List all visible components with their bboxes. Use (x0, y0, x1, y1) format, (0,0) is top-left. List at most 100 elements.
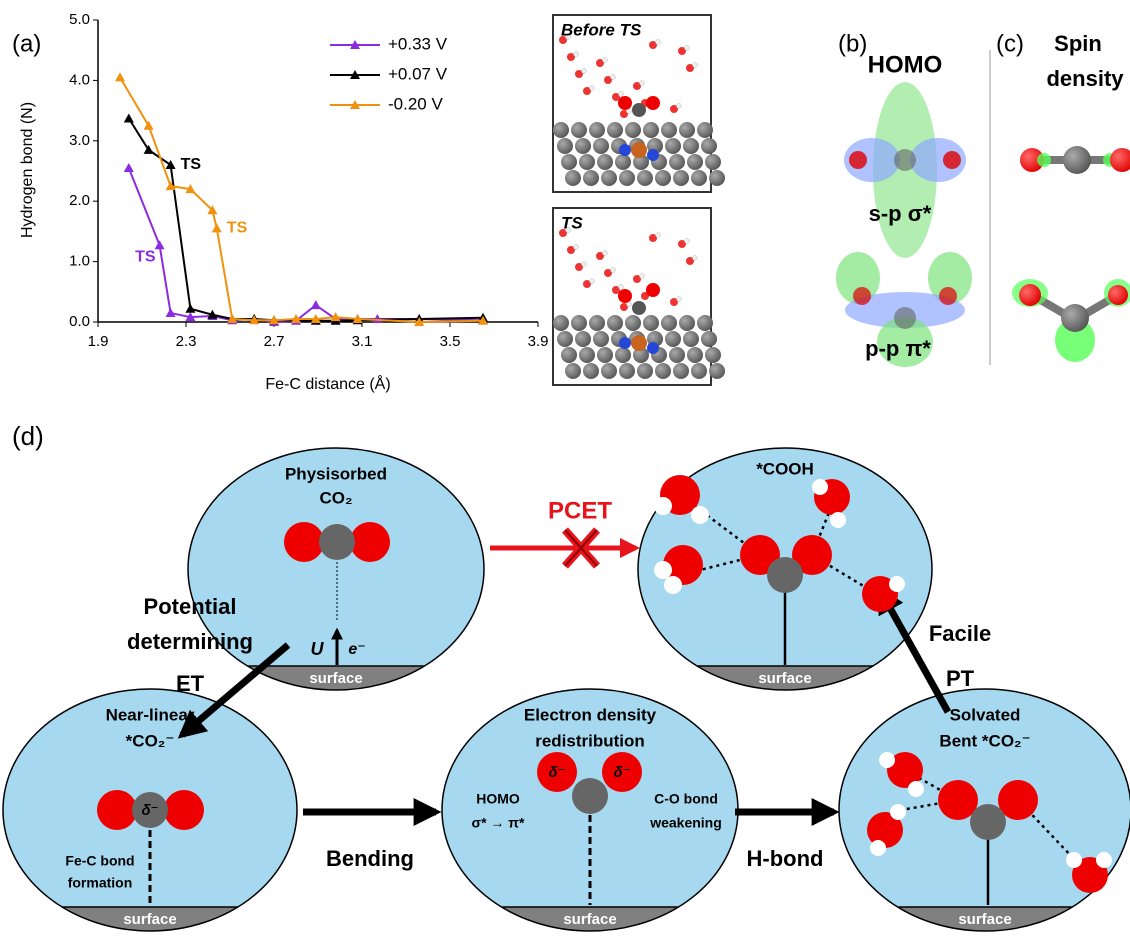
atom (1108, 285, 1128, 305)
carbon (601, 363, 617, 379)
carbon (655, 363, 671, 379)
atom (164, 790, 204, 830)
atom (767, 557, 803, 593)
c-atom (632, 103, 646, 117)
step-label: ET (176, 671, 205, 696)
carbon (561, 154, 577, 170)
carbon (673, 363, 689, 379)
carbon (565, 363, 581, 379)
state-title: Solvated (950, 705, 1021, 724)
pcet-label: PCET (548, 497, 612, 524)
fe-atom (631, 142, 647, 158)
x-tick-label: 3.5 (440, 333, 461, 350)
carbon (683, 138, 699, 154)
carbon (607, 122, 623, 138)
carbon (661, 122, 677, 138)
spin-title: Spin (1054, 31, 1102, 56)
point (166, 160, 176, 169)
water-h (611, 75, 616, 80)
x-axis-title: Fe-C distance (Å) (265, 374, 390, 393)
water-h (611, 268, 616, 273)
step-label: Bending (326, 846, 414, 871)
atom (812, 479, 828, 495)
panel-label: (b) (838, 30, 867, 57)
label: U (311, 639, 325, 659)
carbon (697, 122, 713, 138)
homo-title: HOMO (868, 51, 943, 78)
surface-label: surface (123, 911, 176, 928)
surface-label: surface (758, 670, 811, 687)
point (115, 72, 125, 81)
md-snapshots: Before TS TS (553, 15, 725, 385)
atom (572, 778, 608, 814)
annotation: TS (227, 220, 248, 237)
label: e⁻ (348, 641, 365, 658)
atom (970, 804, 1006, 840)
carbon (615, 154, 631, 170)
note: weakening (649, 815, 722, 831)
atom (890, 804, 906, 820)
carbon (709, 170, 725, 186)
note: HOMO (476, 791, 520, 807)
snapshot-frame (553, 15, 711, 192)
state-title: CO₂ (319, 488, 352, 507)
carbon (589, 315, 605, 331)
carbon (583, 170, 599, 186)
water-h (656, 233, 661, 238)
water-h (656, 40, 661, 45)
y-tick-label: 0.0 (69, 313, 90, 330)
x-tick-label: 1.9 (88, 333, 109, 350)
water-h (590, 86, 595, 91)
x-tick-label: 3.1 (352, 333, 373, 350)
carbon (593, 138, 609, 154)
carbon (557, 138, 573, 154)
water-h (603, 251, 608, 256)
atom (889, 576, 905, 592)
water-h (685, 46, 690, 51)
carbon (679, 122, 695, 138)
annotation: TS (135, 249, 156, 266)
state-title: redistribution (535, 731, 645, 750)
snapshot-label: TS (561, 213, 583, 232)
legend-label: +0.07 V (388, 64, 448, 83)
atom (1061, 304, 1089, 332)
orbital-label: s-p σ* (869, 201, 932, 226)
atom (849, 151, 867, 169)
carbon (565, 170, 581, 186)
atom (870, 840, 886, 856)
carbon (557, 331, 573, 347)
water-h (693, 256, 698, 261)
snapshot-label: Before TS (561, 20, 642, 39)
n-atom (647, 149, 659, 161)
o-atom (646, 96, 660, 110)
state-title: *CO₂⁻ (126, 731, 175, 750)
atom (894, 307, 916, 329)
atom (1096, 852, 1112, 868)
state-title: Bent *CO₂⁻ (939, 731, 1030, 750)
x-tick-label: 2.7 (264, 333, 285, 350)
carbon (575, 331, 591, 347)
spin-lobe (1037, 153, 1051, 167)
atom (654, 561, 672, 579)
carbon (579, 154, 595, 170)
atom (691, 506, 709, 524)
water-h (640, 274, 645, 279)
carbon (561, 347, 577, 363)
water-h (619, 285, 624, 290)
carbon (701, 331, 717, 347)
point (166, 308, 176, 317)
water-h (677, 104, 682, 109)
n-atom (619, 144, 631, 156)
water-h (574, 52, 579, 57)
atom (97, 790, 137, 830)
carbon (607, 315, 623, 331)
atom (939, 287, 957, 305)
annotation: TS (181, 156, 202, 173)
carbon (589, 122, 605, 138)
atom (1063, 146, 1091, 174)
water-h (603, 58, 608, 63)
x-tick-label: 3.9 (528, 333, 549, 350)
n-atom (647, 342, 659, 354)
legend-label: -0.20 V (388, 94, 443, 113)
atom (879, 752, 895, 768)
